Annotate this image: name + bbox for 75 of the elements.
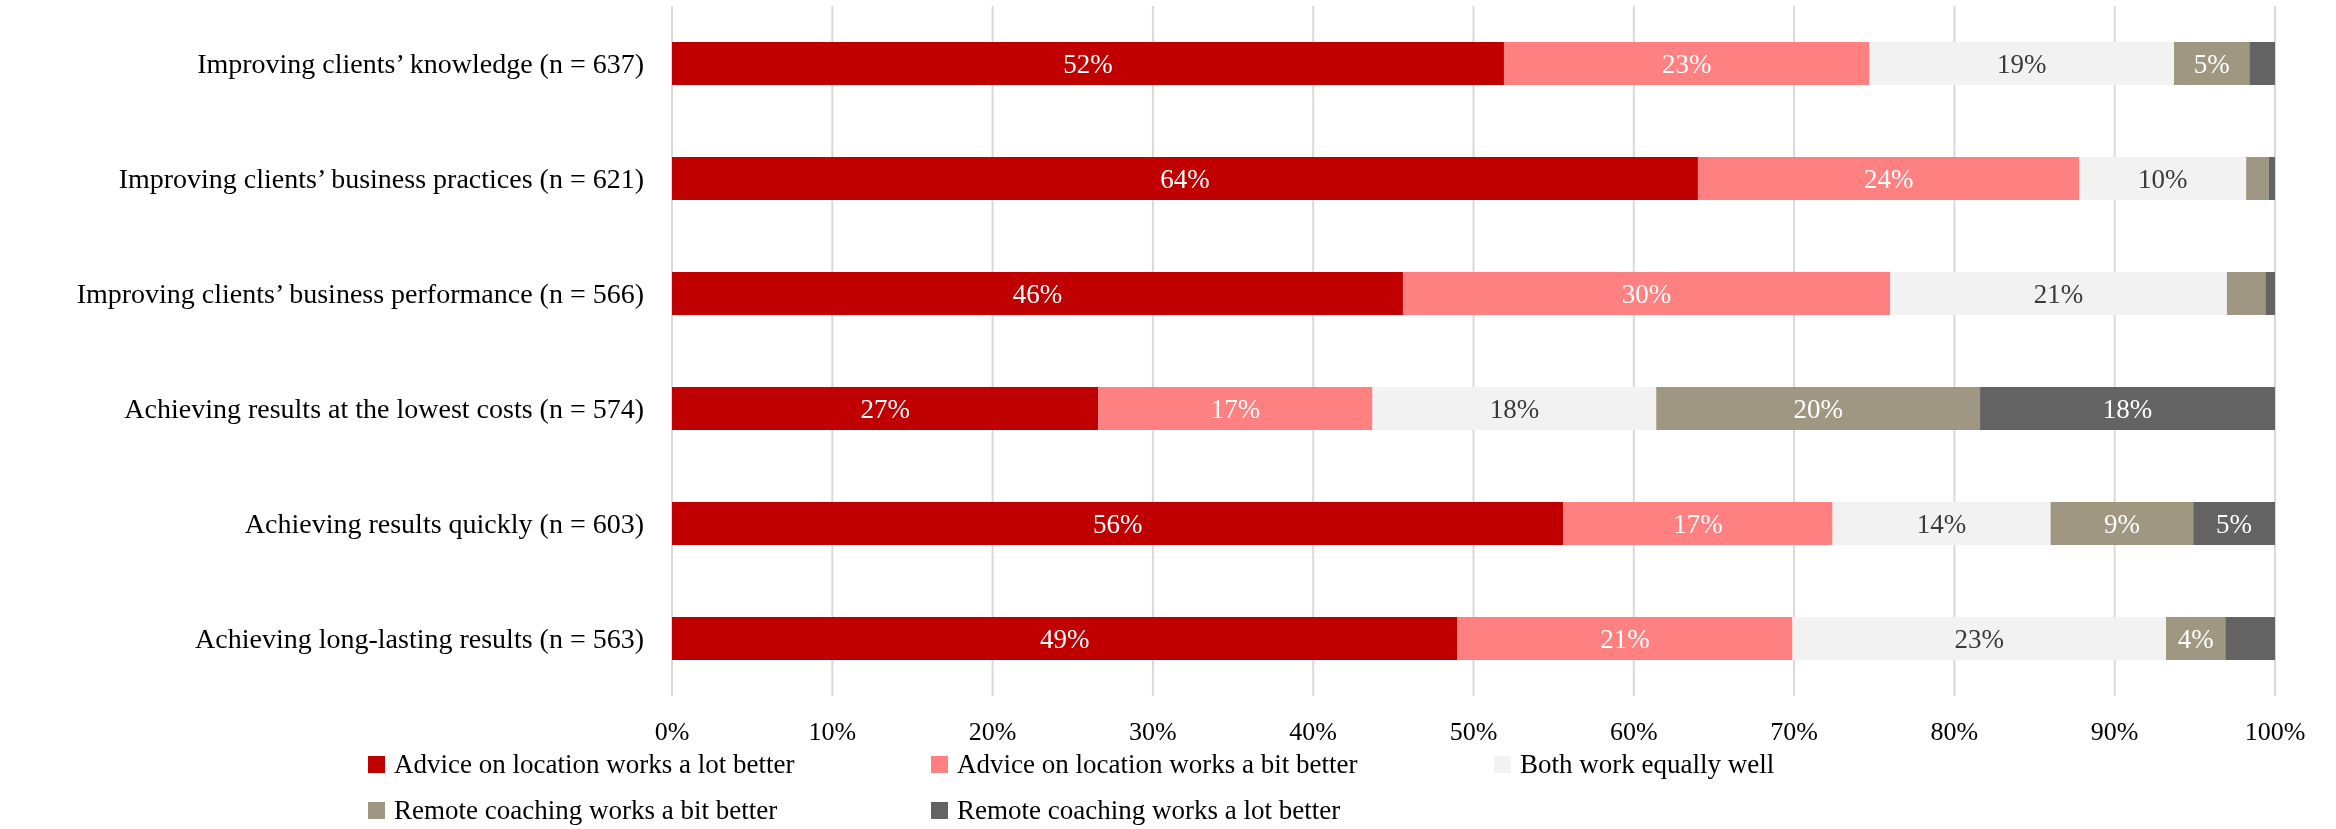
data-label: 21%	[1600, 623, 1650, 654]
data-label: 4%	[2177, 623, 2214, 654]
legend-label: Advice on location works a bit better	[957, 748, 1358, 780]
bar	[1503, 42, 1870, 85]
x-tick-label: 50%	[1449, 717, 1498, 747]
data-label: 9%	[2103, 508, 2140, 539]
data-label: 56%	[1092, 508, 1143, 539]
bar	[2050, 502, 2194, 545]
bar	[1563, 502, 1833, 545]
legend-label: Remote coaching works a bit better	[394, 794, 778, 826]
x-tick-label: 60%	[1609, 717, 1658, 747]
bar	[1656, 387, 1981, 430]
y-tick-label: Improving clients’ business performance (n = 566)	[76, 278, 644, 310]
x-tick-label: 30%	[1129, 717, 1177, 747]
y-tick-label: Improving clients’ knowledge (n = 637)	[197, 48, 644, 80]
data-label: 20%	[1793, 393, 1843, 424]
bar	[2268, 157, 2275, 200]
data-label: 5%	[2216, 508, 2253, 539]
bar	[1402, 272, 1891, 315]
bar	[2226, 272, 2266, 315]
bar	[1832, 502, 2051, 545]
data-label: 27%	[860, 393, 910, 424]
y-tick-label: Achieving results at the lowest costs (n = 574)	[124, 393, 644, 425]
data-label: 64%	[1160, 163, 1210, 194]
data-label: 5%	[2193, 48, 2230, 79]
bar	[1098, 387, 1373, 430]
bar	[672, 272, 1403, 315]
y-tick-label: Achieving long-lasting results (n = 563)	[195, 623, 644, 655]
x-tick-label: 90%	[2090, 717, 2139, 747]
bar	[1792, 617, 2166, 660]
data-label: 52%	[1063, 48, 1113, 79]
bar	[672, 42, 1504, 85]
data-label: 14%	[1916, 508, 1967, 539]
bar	[672, 387, 1099, 430]
legend-label: Remote coaching works a lot better	[957, 794, 1341, 826]
bar	[2225, 617, 2275, 660]
data-label: 23%	[1954, 623, 2004, 654]
x-tick-label: 0%	[654, 717, 690, 747]
data-label: 10%	[2138, 163, 2188, 194]
data-label: 21%	[2033, 278, 2084, 309]
bar	[672, 617, 1458, 660]
bar	[2174, 42, 2250, 85]
bar	[1372, 387, 1657, 430]
bar	[2079, 157, 2247, 200]
bar	[2193, 502, 2275, 545]
y-tick-label: Improving clients’ business practices (n = 621)	[118, 163, 644, 195]
bar	[1457, 617, 1793, 660]
bar	[2249, 42, 2275, 85]
x-tick-label: 40%	[1289, 717, 1338, 747]
bar	[2246, 157, 2269, 200]
x-tick-label: 80%	[1930, 717, 1979, 747]
x-tick-label: 100%	[2244, 717, 2306, 747]
data-label: 24%	[1863, 163, 1914, 194]
legend-label: Advice on location works a lot better	[394, 748, 795, 780]
x-tick-label: 10%	[808, 717, 857, 747]
bar	[1697, 157, 2080, 200]
data-label: 17%	[1210, 393, 1261, 424]
y-tick-label: Achieving results quickly (n = 603)	[244, 508, 644, 540]
data-label: 18%	[2102, 393, 2153, 424]
data-label: 49%	[1039, 623, 1090, 654]
data-label: 19%	[1996, 48, 2047, 79]
data-label: 30%	[1621, 278, 1672, 309]
data-label: 46%	[1012, 278, 1063, 309]
bar	[1890, 272, 2227, 315]
x-tick-label: 70%	[1770, 717, 1818, 747]
bar	[1980, 387, 2275, 430]
legend-label: Both work equally well	[1520, 748, 1775, 780]
data-label: 23%	[1661, 48, 1712, 79]
data-label: 18%	[1489, 393, 1540, 424]
bar	[672, 157, 1698, 200]
x-tick-label: 20%	[968, 717, 1017, 747]
bar	[2265, 272, 2275, 315]
data-label: 17%	[1673, 508, 1723, 539]
bar	[1869, 42, 2175, 85]
bar	[672, 502, 1564, 545]
